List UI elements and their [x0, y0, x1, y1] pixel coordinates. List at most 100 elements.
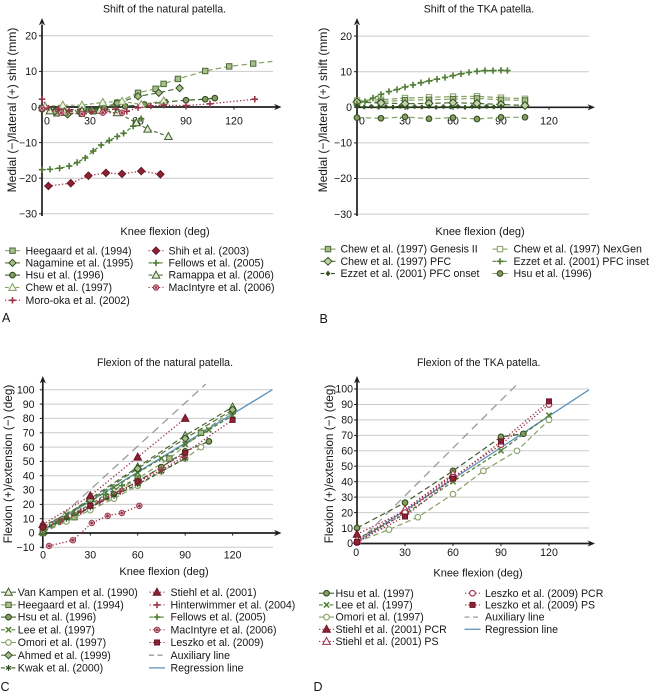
- svg-text:Ramappa et al. (2006): Ramappa et al. (2006): [169, 270, 274, 282]
- svg-text:60: 60: [447, 547, 459, 559]
- svg-text:60: 60: [23, 442, 35, 454]
- svg-text:Shift of the TKA patella.: Shift of the TKA patella.: [424, 4, 535, 16]
- svg-text:20: 20: [23, 499, 35, 511]
- svg-text:Flexion (+)/extension (−) (deg: Flexion (+)/extension (−) (deg): [1, 385, 15, 544]
- svg-text:MacIntyre et al. (2006): MacIntyre et al. (2006): [171, 624, 277, 636]
- svg-text:30: 30: [84, 549, 96, 561]
- svg-text:Ezzet et al. (2001) PFC onset: Ezzet et al. (2001) PFC onset: [341, 268, 480, 280]
- svg-text:Knee flexion (deg): Knee flexion (deg): [435, 226, 524, 238]
- svg-text:120: 120: [224, 549, 242, 561]
- svg-text:Hsu et al. (1997): Hsu et al. (1997): [336, 588, 414, 600]
- svg-text:Ezzet et al. (2001) PFC inset: Ezzet et al. (2001) PFC inset: [514, 256, 649, 268]
- svg-text:Leszko et al. (2009) PCR: Leszko et al. (2009) PCR: [485, 588, 604, 600]
- svg-text:Regression line: Regression line: [485, 624, 558, 636]
- svg-text:30: 30: [399, 116, 411, 128]
- svg-text:0: 0: [346, 102, 352, 114]
- svg-text:120: 120: [540, 547, 558, 559]
- svg-text:10: 10: [25, 66, 37, 78]
- svg-text:20: 20: [25, 31, 37, 43]
- svg-text:Shift of the natural patella.: Shift of the natural patella.: [103, 4, 226, 16]
- svg-text:Knee flexion (deg): Knee flexion (deg): [120, 226, 209, 238]
- svg-text:Medial (−)/lateral (+) shift (: Medial (−)/lateral (+) shift (mm): [5, 28, 19, 193]
- svg-text:Omori et al. (1997): Omori et al. (1997): [18, 637, 106, 649]
- svg-text:Stiehl et al. (2001) PCR: Stiehl et al. (2001) PCR: [336, 624, 448, 636]
- svg-text:0: 0: [44, 116, 50, 128]
- svg-text:Knee flexion (deg): Knee flexion (deg): [433, 568, 522, 580]
- svg-text:40: 40: [341, 476, 353, 488]
- svg-text:Hsu et al. (1996): Hsu et al. (1996): [18, 612, 96, 624]
- svg-text:−10: −10: [19, 137, 37, 149]
- svg-text:0: 0: [359, 116, 365, 128]
- svg-text:40: 40: [23, 470, 35, 482]
- svg-text:Flexion of the natural patella: Flexion of the natural patella.: [97, 357, 233, 369]
- svg-text:Heegaard et al. (1994): Heegaard et al. (1994): [26, 245, 132, 257]
- svg-text:Shih et al. (2003): Shih et al. (2003): [169, 245, 250, 257]
- svg-text:MacIntyre et al. (2006): MacIntyre et al. (2006): [169, 282, 275, 294]
- svg-text:Auxiliary line: Auxiliary line: [171, 650, 231, 662]
- svg-text:90: 90: [180, 116, 192, 128]
- svg-text:C: C: [1, 680, 10, 694]
- svg-text:Omori et al. (1997): Omori et al. (1997): [336, 612, 424, 624]
- svg-text:−30: −30: [334, 209, 352, 221]
- svg-text:30: 30: [84, 116, 96, 128]
- svg-text:80: 80: [23, 413, 35, 425]
- svg-text:90: 90: [495, 547, 507, 559]
- svg-text:Leszko et al. (2009) PS: Leszko et al. (2009) PS: [485, 600, 595, 612]
- svg-text:0: 0: [40, 549, 46, 561]
- svg-text:Heegaard et al. (1994): Heegaard et al. (1994): [18, 600, 124, 612]
- svg-text:70: 70: [341, 430, 353, 442]
- svg-text:30: 30: [341, 492, 353, 504]
- svg-text:100: 100: [335, 384, 353, 396]
- svg-text:A: A: [2, 311, 11, 325]
- svg-text:Leszko et al. (2009): Leszko et al. (2009): [171, 637, 264, 649]
- svg-text:Medial (−)/lateral (+) shift (: Medial (−)/lateral (+) shift (mm): [316, 28, 330, 193]
- svg-text:Chew et al. (1997): Chew et al. (1997): [26, 282, 113, 294]
- svg-text:Nagamine et al. (1995): Nagamine et al. (1995): [26, 258, 134, 270]
- svg-text:Chew et al. (1997) NexGen: Chew et al. (1997) NexGen: [514, 244, 642, 256]
- svg-text:0: 0: [31, 102, 37, 114]
- svg-text:Moro-oka et al. (2002): Moro-oka et al. (2002): [26, 295, 130, 307]
- svg-text:100: 100: [17, 385, 35, 397]
- svg-text:−20: −20: [334, 173, 352, 185]
- svg-text:Flexion (+)/extension (−) (deg: Flexion (+)/extension (−) (deg): [322, 385, 336, 544]
- svg-text:Van Kampen et al. (1990): Van Kampen et al. (1990): [18, 587, 138, 599]
- svg-text:Chew et al. (1997) PFC: Chew et al. (1997) PFC: [341, 256, 452, 268]
- svg-text:60: 60: [341, 446, 353, 458]
- svg-text:10: 10: [340, 66, 352, 78]
- svg-text:Stiehl et al. (2001): Stiehl et al. (2001): [171, 587, 257, 599]
- svg-text:50: 50: [23, 456, 35, 468]
- svg-text:90: 90: [495, 116, 507, 128]
- svg-text:20: 20: [341, 507, 353, 519]
- svg-text:Ahmed et al. (1999): Ahmed et al. (1999): [18, 650, 111, 662]
- svg-text:B: B: [320, 312, 328, 326]
- svg-text:Chew et al. (1997) Genesis II: Chew et al. (1997) Genesis II: [341, 244, 478, 256]
- svg-text:10: 10: [341, 523, 353, 535]
- svg-text:Hinterwimmer et al. (2004): Hinterwimmer et al. (2004): [171, 600, 296, 612]
- svg-text:60: 60: [447, 116, 459, 128]
- svg-text:90: 90: [341, 399, 353, 411]
- svg-text:20: 20: [340, 31, 352, 43]
- svg-text:Fellows et al. (2005): Fellows et al. (2005): [169, 258, 264, 270]
- svg-text:Lee et al. (1997): Lee et al. (1997): [18, 624, 95, 636]
- svg-text:Knee flexion (deg): Knee flexion (deg): [119, 566, 208, 578]
- svg-text:−20: −20: [19, 173, 37, 185]
- svg-text:−30: −30: [19, 209, 37, 221]
- svg-text:90: 90: [179, 549, 191, 561]
- svg-text:Regression line: Regression line: [171, 663, 244, 675]
- svg-text:60: 60: [132, 549, 144, 561]
- svg-text:Lee et al. (1997): Lee et al. (1997): [336, 600, 413, 612]
- svg-text:30: 30: [23, 485, 35, 497]
- svg-text:Hsu et al. (1996): Hsu et al. (1996): [514, 268, 592, 280]
- svg-text:D: D: [314, 680, 323, 694]
- svg-text:Stiehl et al. (2001) PS: Stiehl et al. (2001) PS: [336, 636, 439, 648]
- svg-text:0: 0: [353, 547, 359, 559]
- svg-text:0: 0: [29, 528, 35, 540]
- svg-text:90: 90: [23, 399, 35, 411]
- svg-text:120: 120: [540, 116, 558, 128]
- svg-text:0: 0: [347, 538, 353, 550]
- svg-text:Flexion of the TKA patella.: Flexion of the TKA patella.: [417, 357, 540, 369]
- svg-text:80: 80: [341, 415, 353, 427]
- svg-text:70: 70: [23, 427, 35, 439]
- svg-text:Fellows et al. (2005): Fellows et al. (2005): [171, 612, 266, 624]
- svg-text:30: 30: [399, 547, 411, 559]
